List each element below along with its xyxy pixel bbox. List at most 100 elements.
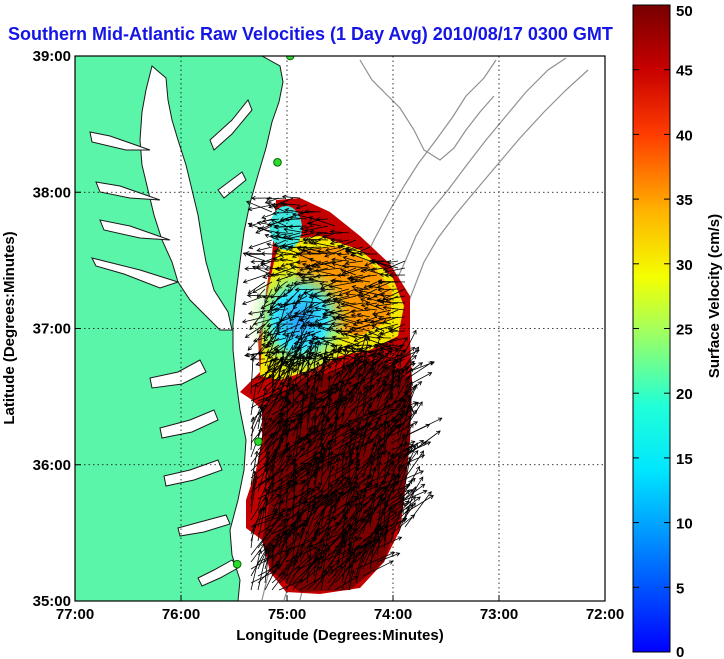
velocity-vector: [250, 549, 261, 591]
velocity-vector-head: [303, 227, 309, 233]
velocity-vector-head: [360, 472, 366, 478]
velocity-vector-head: [316, 249, 322, 254]
velocity-vector: [397, 479, 413, 500]
velocity-vector-head: [380, 331, 386, 336]
velocity-vector-head: [291, 460, 297, 466]
velocity-vector: [264, 447, 278, 479]
velocity-vector: [362, 506, 371, 535]
velocity-vector: [245, 323, 266, 338]
velocity-vector-head: [244, 333, 250, 338]
velocity-vector-head: [401, 518, 406, 523]
velocity-vector: [362, 385, 369, 416]
y-tick-label: 35:00: [33, 593, 71, 610]
velocity-vector-head: [301, 396, 306, 402]
velocity-vector-head: [347, 563, 352, 569]
velocity-vector-head: [311, 502, 316, 508]
velocity-vector-head: [325, 359, 331, 364]
velocity-vector-head: [341, 348, 347, 353]
velocity-vector: [269, 309, 280, 316]
velocity-vector-head: [272, 507, 278, 513]
velocity-vector-head: [262, 274, 268, 280]
velocity-vector-head: [362, 363, 368, 368]
velocity-vector: [376, 461, 381, 486]
velocity-vector: [301, 279, 329, 283]
velocity-vector-head: [340, 316, 346, 322]
velocity-vector: [313, 423, 332, 458]
velocity-vector-head: [295, 252, 301, 257]
velocity-vector-head: [366, 435, 371, 441]
velocity-vector: [348, 466, 359, 493]
velocity-vector: [273, 308, 287, 311]
velocity-vector-head: [273, 447, 279, 453]
velocity-vector-head: [308, 221, 313, 227]
velocity-vector: [292, 461, 295, 493]
velocity-vector: [348, 460, 360, 486]
velocity-vector: [257, 531, 288, 556]
velocity-vector-head: [384, 352, 390, 357]
velocity-vector: [377, 280, 406, 283]
velocity-vector-head: [332, 344, 338, 349]
velocity-vector-head: [278, 245, 284, 250]
velocity-vector-head: [319, 489, 324, 494]
velocity-vector: [397, 456, 411, 493]
velocity-vector-head: [308, 308, 314, 314]
colorbar-tick-label: 0: [676, 644, 684, 659]
velocity-vector: [263, 330, 287, 338]
velocity-vector: [320, 356, 326, 381]
velocity-vector: [348, 427, 354, 458]
velocity-vector-head: [381, 378, 386, 384]
velocity-vector-head: [301, 462, 307, 468]
velocity-vector-head: [320, 287, 325, 293]
velocity-vector: [383, 368, 399, 409]
velocity-vector-head: [331, 493, 336, 498]
velocity-vector-head: [374, 420, 379, 425]
velocity-vector-head: [288, 453, 293, 459]
velocity-vector-head: [337, 423, 342, 428]
velocity-vector-head: [318, 449, 323, 455]
velocity-vector-head: [270, 476, 275, 482]
velocity-vector-head: [326, 327, 332, 333]
velocity-vector: [376, 413, 404, 437]
velocity-vector-head: [298, 534, 304, 539]
velocity-vector-head: [324, 495, 329, 500]
velocity-vector: [299, 316, 315, 321]
velocity-vector: [317, 250, 343, 255]
velocity-vector-head: [354, 466, 359, 472]
velocity-vector-head: [279, 216, 285, 222]
velocity-vector: [267, 218, 294, 226]
velocity-vector-head: [330, 465, 335, 470]
velocity-vector: [320, 517, 348, 542]
colorbar: 0 5 10 15 20 25 30 35 40 45 50 Surface Velocity (c…: [632, 3, 723, 659]
velocity-vector-head: [378, 527, 384, 533]
velocity-vector-head: [373, 427, 379, 432]
grid-lines: [75, 56, 605, 601]
velocity-vector-head: [376, 454, 381, 460]
velocity-vector-head: [301, 245, 307, 251]
velocity-vector-head: [379, 442, 384, 448]
velocity-vector-head: [311, 336, 316, 341]
velocity-vector-head: [257, 226, 262, 232]
velocity-vector-head: [326, 440, 331, 445]
velocity-vector-head: [428, 361, 434, 366]
velocity-vector: [253, 316, 280, 325]
velocity-vector: [320, 453, 325, 486]
velocity-vector-head: [362, 502, 368, 508]
velocity-vector: [327, 503, 358, 521]
velocity-vector-head: [318, 493, 323, 498]
velocity-vector: [250, 547, 268, 577]
velocity-vector: [355, 424, 369, 465]
velocity-vector-head: [367, 344, 372, 350]
velocity-vector-head: [351, 285, 357, 290]
velocity-vector: [327, 459, 361, 479]
velocity-vector: [257, 458, 269, 493]
velocity-vector: [376, 382, 387, 409]
velocity-vector-head: [373, 409, 379, 414]
colorbar-tick-label: 50: [676, 3, 693, 20]
velocity-vector: [306, 416, 314, 458]
velocity-vector: [264, 542, 271, 584]
velocity-vector-head: [290, 545, 296, 551]
velocity-vector: [250, 383, 257, 416]
velocity-vector-head: [286, 455, 291, 460]
velocity-vector-head: [380, 486, 385, 491]
velocity-vector-head: [251, 195, 256, 201]
